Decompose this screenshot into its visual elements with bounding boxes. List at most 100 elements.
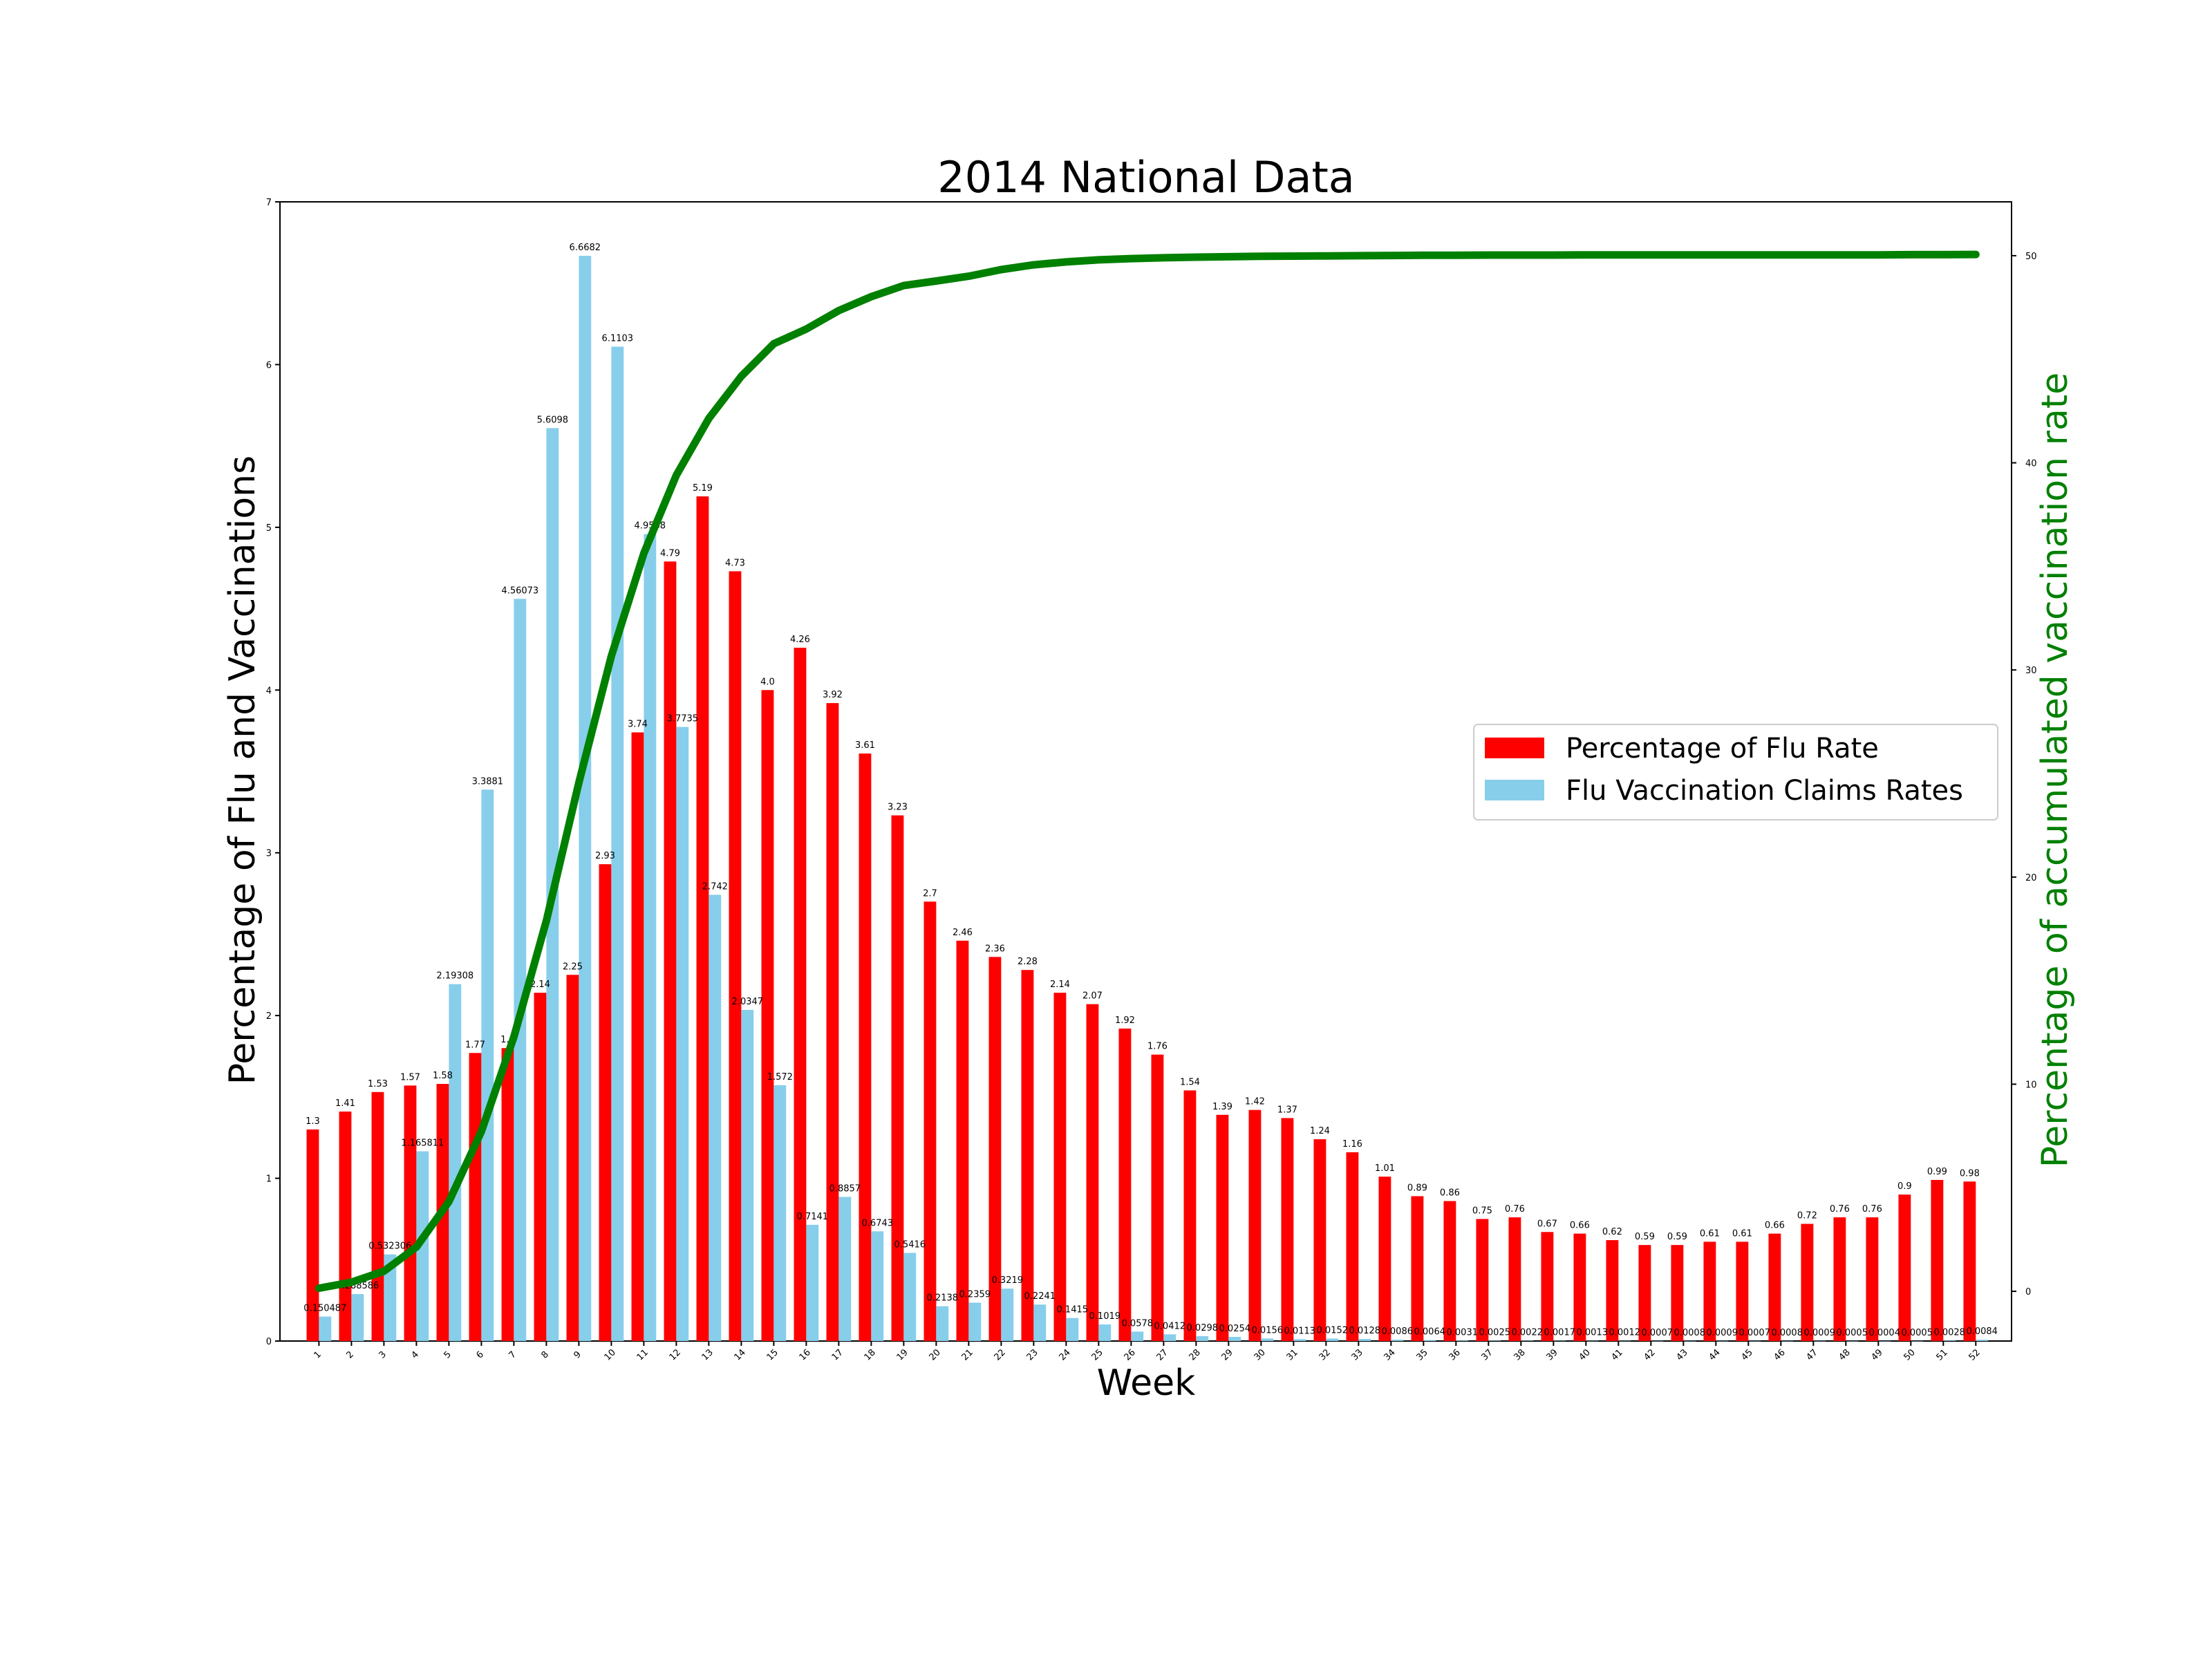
vaccination-bar <box>1098 1324 1112 1341</box>
y2-tick-label: 30 <box>2025 666 2037 676</box>
flu-rate-bar <box>1963 1181 1976 1341</box>
flu-rate-data-label: 0.59 <box>1635 1232 1655 1242</box>
vaccination-data-label: 2.19308 <box>436 971 474 982</box>
flu-rate-bar <box>1703 1241 1716 1341</box>
vaccination-bar <box>1683 1340 1696 1342</box>
flu-rate-data-label: 0.76 <box>1830 1204 1850 1215</box>
y2-tick-label: 50 <box>2025 252 2037 262</box>
vaccination-bar <box>676 727 689 1341</box>
flu-rate-data-label: 4.26 <box>790 635 810 645</box>
y-tick-label: 7 <box>266 198 272 208</box>
vaccination-bar <box>968 1302 982 1341</box>
y-tick-label: 5 <box>266 523 272 534</box>
flu-rate-data-label: 0.76 <box>1505 1204 1525 1215</box>
vaccination-bar <box>1586 1340 1599 1342</box>
vaccination-data-label: 0.0412 <box>1154 1321 1186 1331</box>
flu-rate-data-label: 0.72 <box>1797 1210 1817 1221</box>
y-axis-label: Percentage of Flu and Vaccinations <box>222 456 263 1085</box>
flu-rate-bar <box>1898 1194 1911 1341</box>
legend: Percentage of Flu Rate Flu Vaccination C… <box>1473 724 1998 821</box>
flu-rate-bar <box>1281 1118 1294 1341</box>
flu-rate-data-label: 4.73 <box>725 558 745 568</box>
flu-rate-bar <box>404 1085 417 1341</box>
flu-rate-bar <box>761 690 774 1341</box>
vaccination-bar <box>1976 1340 1989 1341</box>
vaccination-data-label: 0.6743 <box>862 1218 894 1228</box>
flu-rate-data-label: 2.36 <box>985 944 1005 954</box>
flu-rate-bar <box>988 957 1002 1341</box>
vaccination-bar <box>1846 1340 1859 1342</box>
vaccination-bar <box>514 599 527 1341</box>
legend-label-flu-rate: Percentage of Flu Rate <box>1566 733 1879 765</box>
flu-rate-data-label: 0.89 <box>1407 1183 1427 1193</box>
flu-rate-data-label: 0.61 <box>1700 1228 1720 1239</box>
flu-rate-data-label: 2.7 <box>923 888 937 899</box>
vaccination-data-label: 0.0012 <box>1609 1328 1641 1338</box>
vaccination-bar <box>1163 1334 1177 1341</box>
flu-rate-bar <box>1541 1232 1554 1341</box>
flu-rate-bar <box>859 753 872 1341</box>
flu-rate-bar <box>1216 1114 1229 1341</box>
flu-rate-bar <box>631 732 644 1341</box>
flu-rate-bar <box>1833 1217 1846 1341</box>
vaccination-bar <box>1358 1338 1371 1341</box>
vaccination-bar <box>1228 1337 1241 1341</box>
vaccination-data-label: 0.0013 <box>1577 1328 1609 1338</box>
vaccination-data-label: 6.6682 <box>570 243 601 253</box>
flu-rate-data-label: 0.61 <box>1732 1228 1752 1239</box>
vaccination-bar <box>1033 1304 1047 1341</box>
flu-rate-data-label: 1.3 <box>306 1116 320 1127</box>
flu-rate-data-label: 1.76 <box>1147 1042 1168 1052</box>
accumulated-vaccination-line <box>315 250 1980 1293</box>
flu-rate-bar <box>1086 1004 1099 1341</box>
flu-rate-bar <box>1476 1219 1489 1341</box>
vaccination-data-label: 0.8857 <box>830 1183 861 1194</box>
flu-rate-bar <box>1118 1028 1132 1341</box>
flu-rate-data-label: 0.59 <box>1667 1232 1687 1242</box>
vaccination-data-label: 1.165811 <box>401 1138 444 1149</box>
flu-rate-data-label: 1.39 <box>1212 1102 1232 1112</box>
flu-rate-bar <box>566 975 579 1341</box>
plot-frame <box>279 201 2012 1342</box>
vaccination-data-label: 2.0347 <box>732 997 764 1007</box>
vaccination-data-label: 0.0009 <box>1706 1328 1738 1338</box>
flu-rate-data-label: 1.16 <box>1342 1139 1362 1150</box>
flu-rate-bar <box>891 815 904 1341</box>
flu-rate-data-label: 1.24 <box>1310 1126 1330 1136</box>
vaccination-data-label: 0.0017 <box>1544 1328 1576 1338</box>
flu-rate-data-label: 1.01 <box>1375 1163 1395 1174</box>
vaccination-bar <box>1618 1340 1631 1342</box>
vaccination-bar <box>1651 1340 1664 1342</box>
flu-rate-data-label: 0.75 <box>1472 1206 1492 1216</box>
vaccination-bar <box>1911 1340 1924 1342</box>
flu-rate-data-label: 0.67 <box>1537 1219 1557 1229</box>
flu-rate-data-label: 0.9 <box>1897 1181 1912 1192</box>
vaccination-bar <box>741 1009 754 1341</box>
flu-rate-data-label: 4.0 <box>760 677 775 687</box>
flu-rate-data-label: 1.42 <box>1245 1097 1265 1107</box>
vaccination-bar <box>1293 1339 1306 1341</box>
y2-axis-label: Percentage of accumulated vaccination ra… <box>2034 373 2076 1168</box>
vaccination-bar <box>1001 1288 1014 1341</box>
y-tick-label: 0 <box>266 1337 272 1347</box>
flu-rate-bar <box>924 901 937 1341</box>
vaccination-bar <box>1391 1339 1404 1341</box>
flu-rate-bar <box>501 1048 514 1341</box>
y-tick-label: 4 <box>266 686 272 696</box>
flu-rate-bar <box>371 1091 384 1341</box>
flu-rate-data-label: 0.62 <box>1602 1227 1622 1237</box>
vaccination-data-label: 0.0009 <box>1803 1328 1835 1338</box>
vaccination-data-label: 0.532306 <box>368 1241 411 1252</box>
vaccination-bar <box>384 1254 397 1341</box>
flu-rate-data-label: 1.53 <box>368 1079 388 1089</box>
flu-rate-bar <box>1573 1233 1586 1341</box>
flu-rate-data-label: 3.74 <box>628 719 648 729</box>
vaccination-bar <box>871 1231 884 1341</box>
vaccination-data-label: 0.0008 <box>1674 1328 1705 1338</box>
flu-rate-bar <box>1411 1196 1424 1341</box>
vaccination-bar <box>806 1224 819 1341</box>
vaccination-data-label: 0.2359 <box>959 1289 991 1300</box>
flu-rate-data-label: 2.46 <box>953 928 973 938</box>
flu-rate-bar <box>1671 1245 1684 1341</box>
vaccination-bar <box>1066 1318 1079 1341</box>
